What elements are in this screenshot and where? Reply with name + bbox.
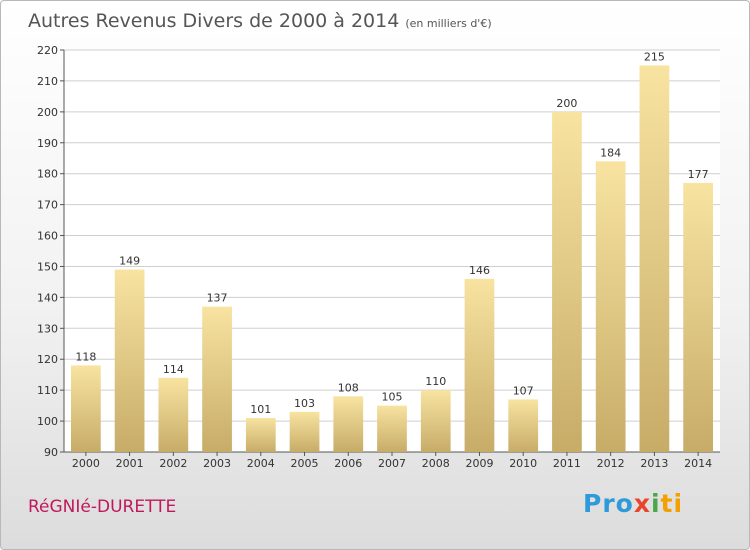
y-tick-label: 130 (37, 322, 58, 335)
x-tick-label-2005: 2005 (291, 457, 319, 470)
x-tick-label-2002: 2002 (159, 457, 187, 470)
value-label-2003: 137 (207, 292, 228, 305)
x-tick-label-2012: 2012 (597, 457, 625, 470)
y-tick-label: 220 (37, 44, 58, 57)
bar-2006 (333, 396, 364, 452)
chart-title-text: Autres Revenus Divers de 2000 à 2014 (28, 10, 400, 32)
value-label-2000: 118 (75, 350, 96, 363)
logo-part-3: i (650, 489, 661, 518)
x-tick-label-2007: 2007 (378, 457, 406, 470)
chart-subtitle: (en milliers d'€) (405, 17, 492, 30)
bar-2005 (289, 411, 320, 452)
value-label-2013: 215 (644, 50, 665, 63)
logo-part-2: x (633, 489, 651, 518)
value-label-2010: 107 (513, 384, 534, 397)
value-label-2006: 108 (338, 381, 359, 394)
bar-2007 (377, 405, 407, 452)
x-tick-label-2011: 2011 (553, 457, 581, 470)
y-tick-label: 180 (37, 168, 58, 181)
bar-2003 (202, 306, 232, 452)
x-tick-label-2001: 2001 (116, 457, 144, 470)
y-tick-label: 160 (37, 230, 58, 243)
bar-2010 (508, 399, 539, 452)
y-tick-label: 110 (37, 384, 58, 397)
y-tick-label: 150 (37, 260, 58, 273)
chart-title: Autres Revenus Divers de 2000 à 2014 (en … (28, 10, 492, 32)
bar-2002 (158, 377, 189, 452)
bar-2011 (552, 111, 582, 452)
x-tick-label-2003: 2003 (203, 457, 231, 470)
value-label-2001: 149 (119, 255, 140, 268)
x-tick-label-2004: 2004 (247, 457, 275, 470)
commune-name: RéGNIé-DURETTE (28, 497, 177, 517)
y-tick-label: 190 (37, 137, 58, 150)
value-label-2014: 177 (688, 168, 709, 181)
bar-2004 (245, 417, 276, 452)
x-tick-label-2000: 2000 (72, 457, 100, 470)
x-tick-label-2014: 2014 (684, 457, 712, 470)
bar-2012 (595, 161, 626, 453)
y-tick-label: 140 (37, 291, 58, 304)
bar-2008 (420, 390, 451, 452)
logo-part-1: Pro (583, 489, 634, 518)
value-label-2012: 184 (600, 146, 621, 159)
logo-part-4: ti (660, 489, 684, 518)
bar-2013 (639, 65, 670, 452)
bar-2000 (70, 365, 101, 452)
value-label-2011: 200 (556, 97, 577, 110)
value-label-2002: 114 (163, 363, 184, 376)
x-tick-label-2010: 2010 (509, 457, 537, 470)
bar-2001 (114, 269, 145, 452)
value-label-2007: 105 (382, 391, 403, 404)
x-tick-label-2006: 2006 (334, 457, 362, 470)
y-tick-label: 210 (37, 75, 58, 88)
y-tick-label: 100 (37, 415, 58, 428)
y-tick-label: 200 (37, 106, 58, 119)
proxiti-logo: Proxiti (583, 489, 683, 518)
x-tick-label-2013: 2013 (640, 457, 668, 470)
value-label-2009: 146 (469, 264, 490, 277)
y-tick-label: 120 (37, 353, 58, 366)
value-label-2008: 110 (425, 375, 446, 388)
value-label-2004: 101 (250, 403, 271, 416)
x-tick-label-2008: 2008 (422, 457, 450, 470)
bar-2014 (683, 182, 714, 452)
y-tick-label: 90 (44, 446, 58, 459)
x-tick-label-2009: 2009 (465, 457, 493, 470)
y-tick-label: 170 (37, 199, 58, 212)
bar-2009 (464, 278, 495, 452)
value-label-2005: 103 (294, 397, 315, 410)
